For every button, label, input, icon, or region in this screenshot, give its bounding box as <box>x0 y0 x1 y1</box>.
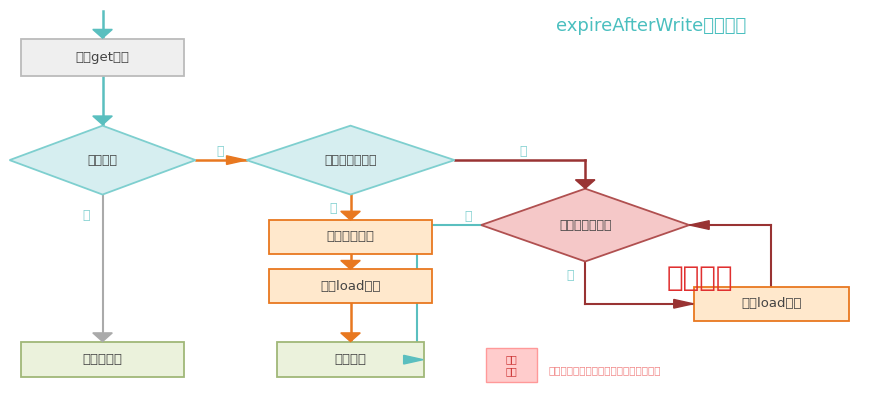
Polygon shape <box>575 180 595 188</box>
Polygon shape <box>340 211 360 220</box>
Text: 阻塞等待: 阻塞等待 <box>666 264 733 292</box>
FancyBboxPatch shape <box>20 39 184 77</box>
Text: 返回新值: 返回新值 <box>334 353 366 366</box>
Text: 是: 是 <box>464 210 471 223</box>
FancyBboxPatch shape <box>693 287 848 320</box>
Text: 返回已有值: 返回已有值 <box>82 353 122 366</box>
Polygon shape <box>246 126 454 195</box>
FancyBboxPatch shape <box>268 220 432 254</box>
Text: 架构
悟道: 架构 悟道 <box>505 354 517 376</box>
Polygon shape <box>340 333 360 342</box>
Text: 执行清理操作: 执行清理操作 <box>326 230 374 243</box>
Polygon shape <box>480 189 688 261</box>
Text: 架构悟道原创，用最朴实的方式讲透技术: 架构悟道原创，用最朴实的方式讲透技术 <box>548 365 660 375</box>
Polygon shape <box>673 299 693 308</box>
Text: 是否已加载完成: 是否已加载完成 <box>558 218 610 231</box>
Text: 执行load操作: 执行load操作 <box>740 297 801 310</box>
Text: 是: 是 <box>519 145 526 158</box>
Polygon shape <box>93 116 113 125</box>
Polygon shape <box>340 260 360 269</box>
Text: 是否抢到更新锁: 是否抢到更新锁 <box>324 154 377 167</box>
Polygon shape <box>93 30 113 38</box>
Text: 否: 否 <box>566 269 573 282</box>
Polygon shape <box>226 156 245 164</box>
FancyBboxPatch shape <box>268 269 432 303</box>
Text: 是否过期: 是否过期 <box>88 154 118 167</box>
Text: expireAfterWrite处理逻辑: expireAfterWrite处理逻辑 <box>556 17 746 35</box>
Text: 否: 否 <box>82 209 90 222</box>
Polygon shape <box>689 221 709 229</box>
Polygon shape <box>93 333 113 342</box>
Text: 否: 否 <box>329 201 336 214</box>
Polygon shape <box>10 126 195 195</box>
Text: 是: 是 <box>216 145 224 158</box>
FancyBboxPatch shape <box>20 342 184 377</box>
FancyBboxPatch shape <box>277 342 424 377</box>
Text: 执行get请求: 执行get请求 <box>75 51 129 64</box>
FancyBboxPatch shape <box>486 348 537 382</box>
Text: 执行load操作: 执行load操作 <box>320 280 380 293</box>
Polygon shape <box>403 356 423 364</box>
